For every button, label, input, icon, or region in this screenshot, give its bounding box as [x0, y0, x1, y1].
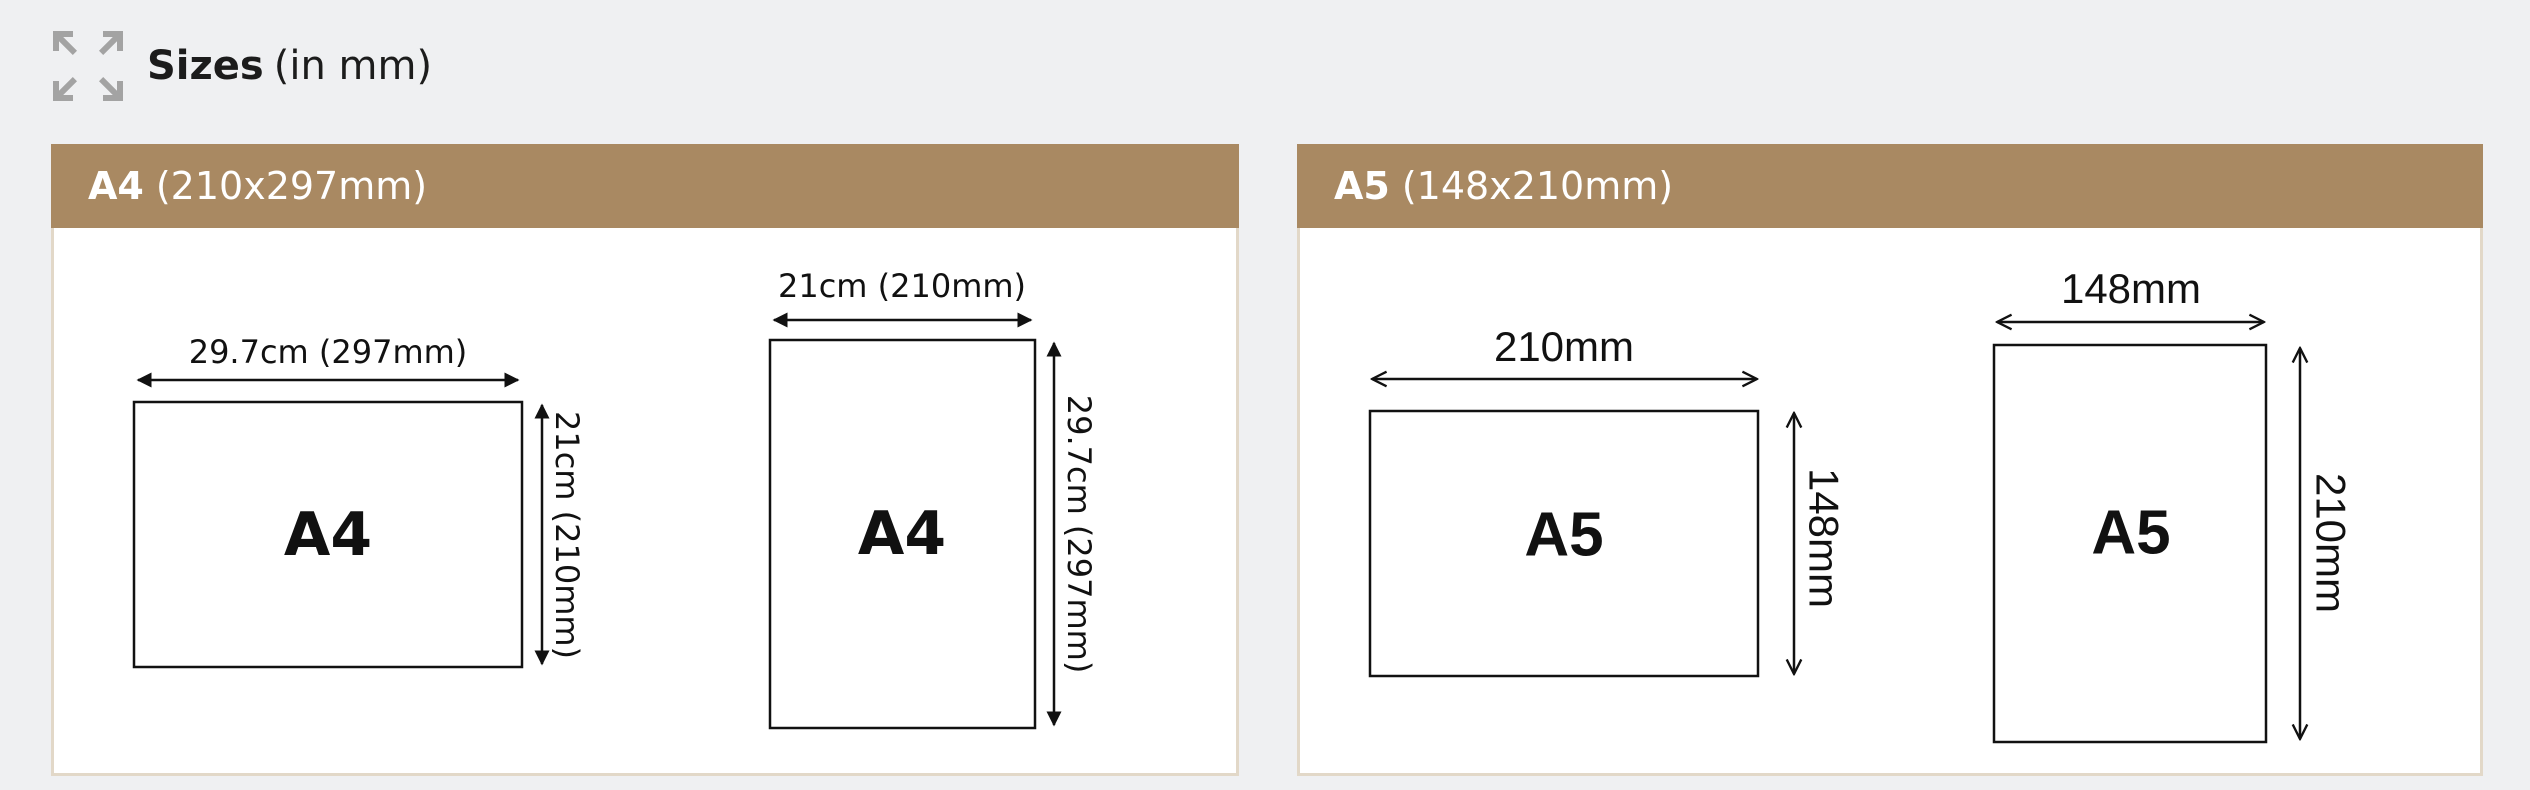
- a5-panel-dimensions: (148x210mm): [1401, 164, 1674, 208]
- a4-landscape-rect: [132, 400, 524, 669]
- a5-landscape-width-label: 210mm: [1494, 323, 1634, 370]
- a5-portrait-height-label: 210mm: [2308, 473, 2355, 613]
- a4-landscape-height-label: 21cm (210mm): [548, 411, 586, 659]
- a5-landscape-height-dimension: 148mm: [1794, 413, 1848, 674]
- a5-portrait-label: A5: [2091, 499, 2170, 568]
- a4-landscape-sheet: A4: [132, 400, 524, 669]
- a4-portrait-height-label: 29.7cm (297mm): [1060, 395, 1098, 674]
- a5-portrait-height-dimension: 210mm: [2300, 348, 2355, 739]
- page-title-unit: (in mm): [273, 43, 433, 89]
- a5-portrait-width-label: 148mm: [2061, 265, 2201, 312]
- a4-portrait-label: A4: [858, 499, 946, 569]
- sizes-header: Sizes (in mm): [51, 28, 432, 104]
- expand-arrows-icon: [53, 31, 123, 101]
- a4-portrait-width-dimension: 21cm (210mm): [772, 267, 1033, 328]
- a4-size-panel: A4 (210x297mm) A4 29.7cm (297mm) 21cm (21…: [51, 144, 1239, 776]
- a5-portrait-rect: [1992, 343, 2268, 744]
- a5-panel-header: A5 (148x210mm): [1297, 144, 2483, 228]
- a4-panel-title: A4: [88, 164, 144, 208]
- a5-portrait-sheet: A5: [1992, 343, 2268, 744]
- a5-landscape-sheet: A5: [1368, 409, 1760, 678]
- a5-portrait-width-dimension: 148mm: [1997, 265, 2264, 322]
- a4-landscape-label: A4: [284, 500, 372, 570]
- a4-landscape-height-dimension: 21cm (210mm): [534, 403, 586, 666]
- a4-landscape-width-label: 29.7cm (297mm): [189, 333, 468, 371]
- page-title: Sizes (in mm): [147, 43, 432, 89]
- a5-landscape-width-dimension: 210mm: [1372, 323, 1757, 379]
- a4-landscape-width-dimension: 29.7cm (297mm): [136, 333, 520, 388]
- a5-landscape-label: A5: [1524, 501, 1603, 570]
- a4-portrait-height-dimension: 29.7cm (297mm): [1046, 341, 1098, 727]
- a4-portrait-sheet: A4: [768, 338, 1037, 730]
- a4-diagram: A4 29.7cm (297mm) 21cm (210mm) A4 21cm (…: [132, 267, 1098, 730]
- a4-portrait-width-label: 21cm (210mm): [778, 267, 1026, 305]
- a5-panel-title: A5: [1334, 164, 1390, 208]
- a5-landscape-rect: [1368, 409, 1760, 678]
- a5-landscape-height-label: 148mm: [1801, 468, 1848, 608]
- a4-panel-dimensions: (210x297mm): [155, 164, 428, 208]
- a5-size-panel: A5 (148x210mm) A5 210mm 148mm A5 148mm: [1297, 144, 2483, 776]
- a5-diagram: A5 210mm 148mm A5 148mm 210mm: [1368, 265, 2355, 744]
- page-title-bold: Sizes: [147, 43, 264, 89]
- a4-portrait-rect: [768, 338, 1037, 730]
- a4-panel-header: A4 (210x297mm): [51, 144, 1239, 228]
